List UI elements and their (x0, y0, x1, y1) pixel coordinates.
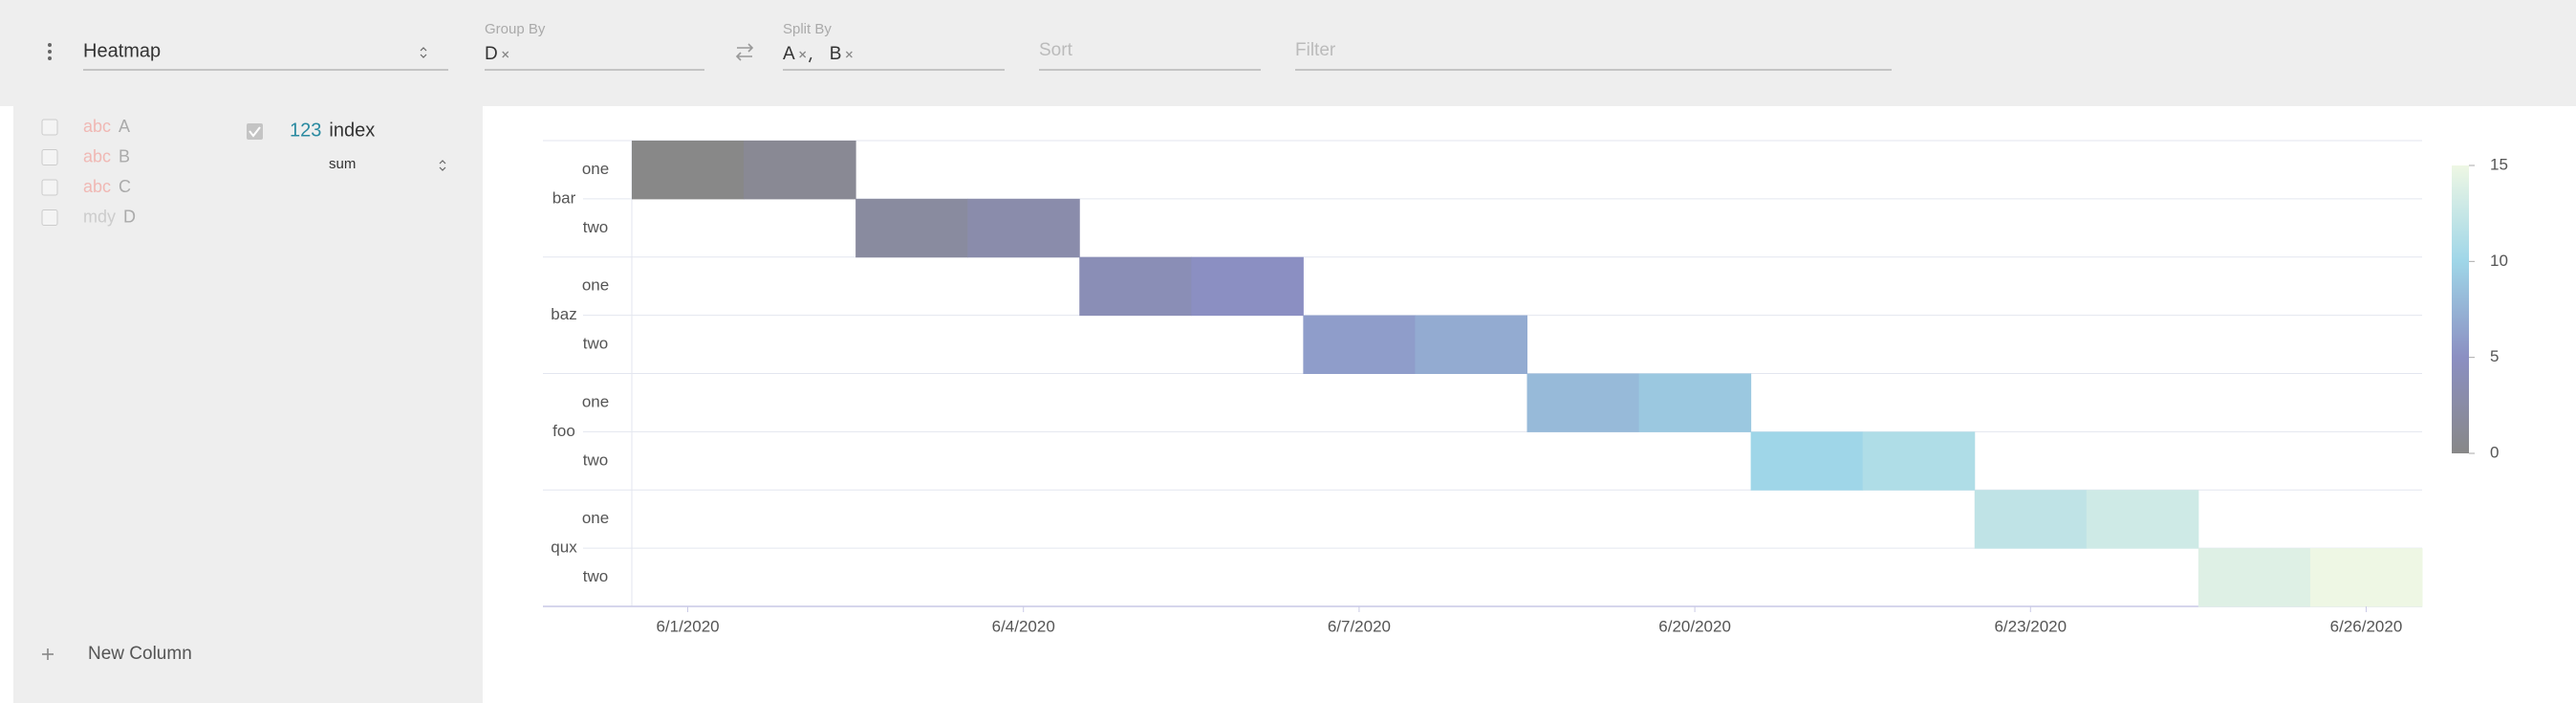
swap-icon[interactable] (735, 43, 754, 61)
x-tick-label: 6/1/2020 (656, 617, 719, 635)
sort-input[interactable]: Sort (1039, 40, 1073, 60)
heatmap-cell (1862, 431, 1976, 491)
select-arrow (420, 47, 427, 58)
x-tick-label: 6/26/2020 (2330, 617, 2403, 635)
active-column-type: 123 (290, 120, 321, 141)
split-by-pill[interactable]: A (783, 44, 795, 64)
x-tick-label: 6/4/2020 (992, 617, 1055, 635)
group-label-bg (547, 421, 581, 443)
remove-icon[interactable] (799, 51, 807, 58)
heatmap-cell (1415, 315, 1527, 374)
column-name: D (123, 207, 136, 226)
remove-icon[interactable] (502, 51, 509, 58)
plugin-select[interactable]: Heatmap (83, 40, 161, 61)
y-group-label: bar (552, 188, 576, 207)
group-label-bg (547, 304, 581, 326)
remove-icon[interactable] (845, 51, 853, 58)
heatmap-cell (1191, 256, 1304, 317)
heatmap-cell (1303, 315, 1416, 374)
column-name: C (119, 177, 131, 196)
heatmap-cell (1079, 256, 1192, 317)
heatmap-cell (2197, 548, 2311, 607)
y-group-label: qux (551, 538, 577, 557)
heatmap-cell (1750, 431, 1864, 491)
new-column-button[interactable]: New Column (88, 644, 192, 664)
column-type: abc (83, 177, 111, 196)
split-by-pill[interactable]: B (830, 44, 842, 64)
column-type: abc (83, 146, 111, 165)
y-group-label: baz (551, 305, 576, 323)
y-tick-label: one (582, 509, 609, 527)
checkbox[interactable] (41, 179, 58, 196)
check-mark (249, 126, 261, 138)
heatmap-cell (2086, 490, 2199, 549)
colorbar-tick-label: 15 (2490, 155, 2508, 173)
heatmap-cell (632, 141, 745, 200)
heatmap-cell (1638, 373, 1752, 432)
column-name: A (119, 117, 130, 136)
split-by-label: Split By (783, 21, 832, 37)
y-tick-label: two (583, 567, 608, 585)
x-tick-label: 6/20/2020 (1658, 617, 1731, 635)
active-column-name: index (329, 120, 375, 141)
menu-icon[interactable] (48, 43, 52, 60)
checkbox[interactable] (41, 149, 58, 165)
colorbar-tick-label: 0 (2490, 443, 2499, 461)
toolbar (0, 0, 2576, 106)
heatmap-cell (1974, 490, 2088, 549)
heatmap-cell (1526, 373, 1640, 432)
filter-input[interactable]: Filter (1295, 40, 1336, 60)
group-by-pill[interactable]: D (485, 44, 498, 64)
select-arrow (439, 160, 446, 171)
colorbar (2452, 165, 2469, 453)
heatmap-cell (744, 141, 856, 200)
group-label-bg (547, 187, 581, 209)
heatmap-cell (855, 198, 968, 258)
heatmap-cell (2309, 548, 2423, 607)
checkbox[interactable] (41, 209, 58, 226)
plus-icon[interactable] (42, 648, 54, 660)
colorbar-tick-label: 5 (2490, 347, 2499, 365)
aggregate-select[interactable]: sum (329, 156, 356, 172)
colorbar-tick-label: 10 (2490, 252, 2508, 270)
y-tick-label: one (582, 160, 609, 178)
group-by-label: Group By (485, 21, 546, 37)
y-tick-label: two (583, 450, 608, 469)
column-name: B (119, 146, 130, 165)
column-type: abc (83, 117, 111, 136)
y-group-label: foo (552, 422, 575, 440)
column-panel (13, 106, 483, 703)
y-tick-label: two (583, 218, 608, 236)
x-tick-label: 6/7/2020 (1328, 617, 1391, 635)
y-tick-label: one (582, 276, 609, 295)
x-tick-label: 6/23/2020 (1994, 617, 2067, 635)
y-tick-label: two (583, 335, 608, 353)
group-label-bg (547, 538, 581, 560)
y-tick-label: one (582, 392, 609, 410)
separator (808, 56, 812, 63)
checkbox[interactable] (41, 119, 58, 136)
heatmap-cell (967, 198, 1080, 258)
column-type: mdy (83, 207, 116, 226)
